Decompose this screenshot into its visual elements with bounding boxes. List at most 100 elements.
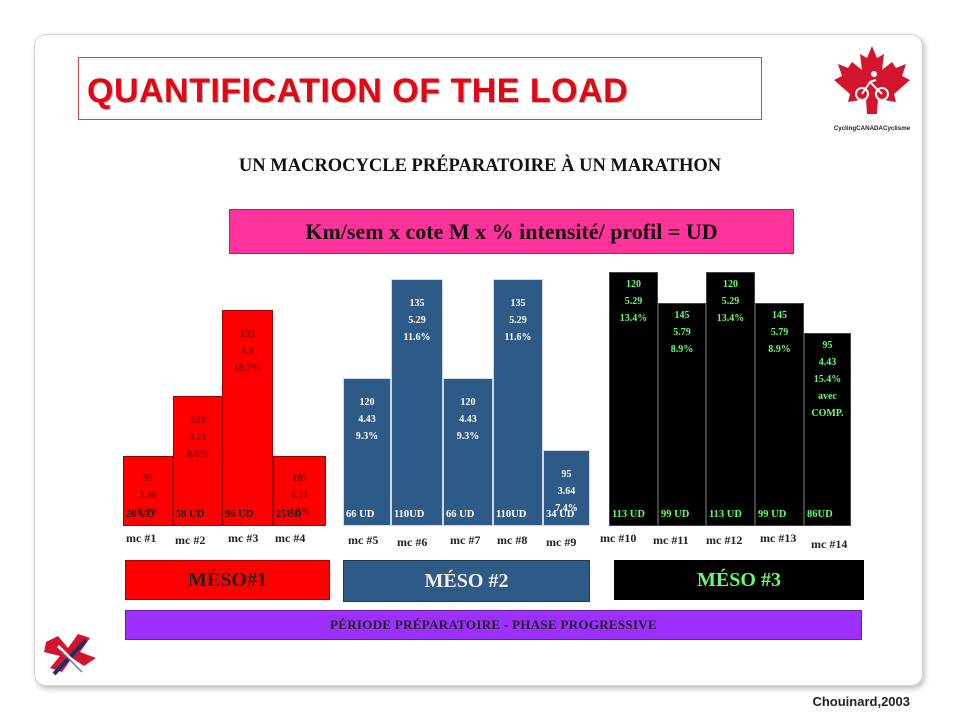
bar-value-line: 9.3% (456, 430, 480, 442)
bar-value-line: 9.3% (355, 430, 379, 442)
formula-text: Km/sem x cote M x % intensité/ profil = … (305, 218, 718, 244)
bar-values: 95 3.64 7.4% (543, 466, 590, 517)
bar-ud-label: 110UD (394, 509, 425, 520)
bar-value-line: 11.6% (504, 331, 532, 343)
periode-banner: PÉRIODE PRÉPARATOIRE - PHASE PROGRESSIVE (125, 610, 862, 640)
bar-mc10 (609, 271, 658, 526)
bar-mc12 (706, 271, 755, 526)
category-label: mc #12 (706, 533, 743, 547)
bar-value-line: 4.21 (189, 431, 207, 443)
bar-value-line: 95 (143, 473, 153, 484)
bar-value-line: 145 (674, 310, 690, 322)
bar-mc13 (755, 303, 804, 526)
bar-mc4 (273, 456, 326, 526)
bar-value-line: 95 (822, 339, 833, 351)
bar-values: 95 4.43 15.4% avec COMP. (804, 337, 851, 422)
bar-value-line: 135 (510, 297, 526, 309)
bar-value-line: 4.43 (459, 413, 477, 425)
bar-value-line: 145 (772, 310, 787, 322)
category-label: mc #5 (348, 533, 379, 547)
credit-text: Chouinard,2003 (812, 694, 910, 709)
bar-value-line: 8.9% (670, 344, 694, 356)
bar-value-line: 10.7% (233, 363, 262, 374)
bar-value-line: 120 (190, 414, 206, 426)
bar-value-line: 3.36 (139, 490, 157, 501)
bar-ud-label: 86UD (807, 509, 833, 520)
bar-value-line: 5.29 (721, 295, 740, 307)
category-label: mc #4 (275, 531, 306, 545)
category-label: mc #9 (546, 535, 577, 549)
bar-ud-label: 66 UD (446, 509, 475, 520)
bar-mc14 (804, 332, 851, 526)
bar-value-line: 5.29 (624, 295, 643, 307)
bar-mc9 (543, 449, 590, 526)
bar-value-line: 5.79 (673, 327, 691, 339)
bar-ud-label: 99 UD (758, 509, 787, 520)
bar-mc1 (123, 456, 173, 526)
bar-ud-label: 58 UD (176, 509, 205, 520)
category-label: mc #13 (760, 531, 797, 545)
title-box (78, 57, 762, 120)
bar-ud-label: 113 UD (709, 509, 742, 520)
formula-box: Km/sem x cote M x % intensité/ profil = … (229, 209, 794, 254)
category-label: mc #11 (653, 533, 689, 547)
bottom-left-logo (40, 628, 102, 680)
bar-values: 120 5.29 13.4% (609, 276, 658, 327)
bar-values: 95 3.36 6.3% (123, 470, 173, 521)
periode-text: PÉRIODE PRÉPARATOIRE - PHASE PROGRESSIVE (330, 617, 657, 632)
bar-mc8 (493, 278, 543, 526)
bar-values: 145 5.79 8.9% (755, 307, 804, 358)
bar-ud-label: 26 UD (126, 509, 155, 520)
bar-value-line: 135 (240, 329, 255, 340)
bar-values: 135 5.29 11.6% (493, 295, 543, 346)
bar-value-line: 13.4% (619, 312, 648, 324)
bar-values: 135 5.0 10.7% (222, 326, 273, 377)
bar-value-line: 5.29 (509, 314, 527, 326)
svg-text:CyclingCANADACyclisme: CyclingCANADACyclisme (834, 125, 911, 132)
bar-value-line: 4.43 (818, 356, 837, 368)
category-label: mc #2 (175, 533, 206, 547)
category-label: mc #14 (811, 537, 848, 551)
bar-value-line: 5.29 (408, 314, 426, 326)
bar-value-line: 105 (292, 473, 307, 484)
category-label: mc #3 (228, 531, 259, 545)
bar-value-line: 4.3% (288, 507, 311, 518)
bar-ud-label: 96 UD (225, 509, 254, 520)
bar-mc2 (173, 395, 223, 526)
bar-values: 120 5.29 13.4% (706, 276, 755, 327)
bar-mc5 (343, 377, 391, 526)
bar-value-line: 95 (561, 468, 572, 480)
category-label: mc #7 (450, 533, 481, 547)
meso1-label: MÉSO#1 (125, 560, 330, 600)
bar-values: 120 4.21 8.8% (173, 412, 223, 463)
bar-value-line: 6.3% (136, 507, 160, 518)
bar-values: 120 4.43 9.3% (343, 394, 391, 445)
bar-value-line: avec (818, 390, 837, 402)
bar-value-line: 4.21 (290, 490, 309, 501)
bar-values: 135 5.29 11.6% (391, 295, 443, 346)
bar-values: 105 4.21 4.3% (273, 470, 326, 521)
category-label: mc #8 (497, 533, 528, 547)
bar-value-line: 120 (723, 278, 738, 290)
meso2-label: MÉSO #2 (343, 560, 590, 602)
bar-value-line: COMP. (811, 407, 844, 419)
bar-ud-label: 99 UD (661, 509, 690, 520)
bar-value-line: 3.64 (557, 485, 576, 497)
cycling-canada-logo: CyclingCANADACyclisme (832, 42, 912, 134)
bar-ud-label: 110UD (496, 509, 527, 520)
bar-value-line: 4.43 (358, 413, 376, 425)
bar-mc11 (658, 303, 706, 526)
bar-value-line: 13.4% (716, 312, 745, 324)
bar-value-line: 15.4% (813, 373, 842, 385)
bar-value-line: 5.79 (770, 327, 789, 339)
bar-ud-label: 113 UD (612, 509, 645, 520)
bar-mc3 (222, 310, 273, 526)
bar-ud-label: 66 UD (346, 509, 375, 520)
bar-ud-label: 34 UD (546, 509, 575, 520)
page-title: QUANTIFICATION OF THE LOAD (87, 72, 629, 110)
bar-value-line: 120 (460, 396, 476, 408)
bar-values: 145 5.79 8.9% (658, 307, 706, 358)
bar-value-line: 120 (359, 396, 375, 408)
category-label: mc #1 (126, 531, 157, 545)
bar-mc7 (443, 377, 493, 526)
